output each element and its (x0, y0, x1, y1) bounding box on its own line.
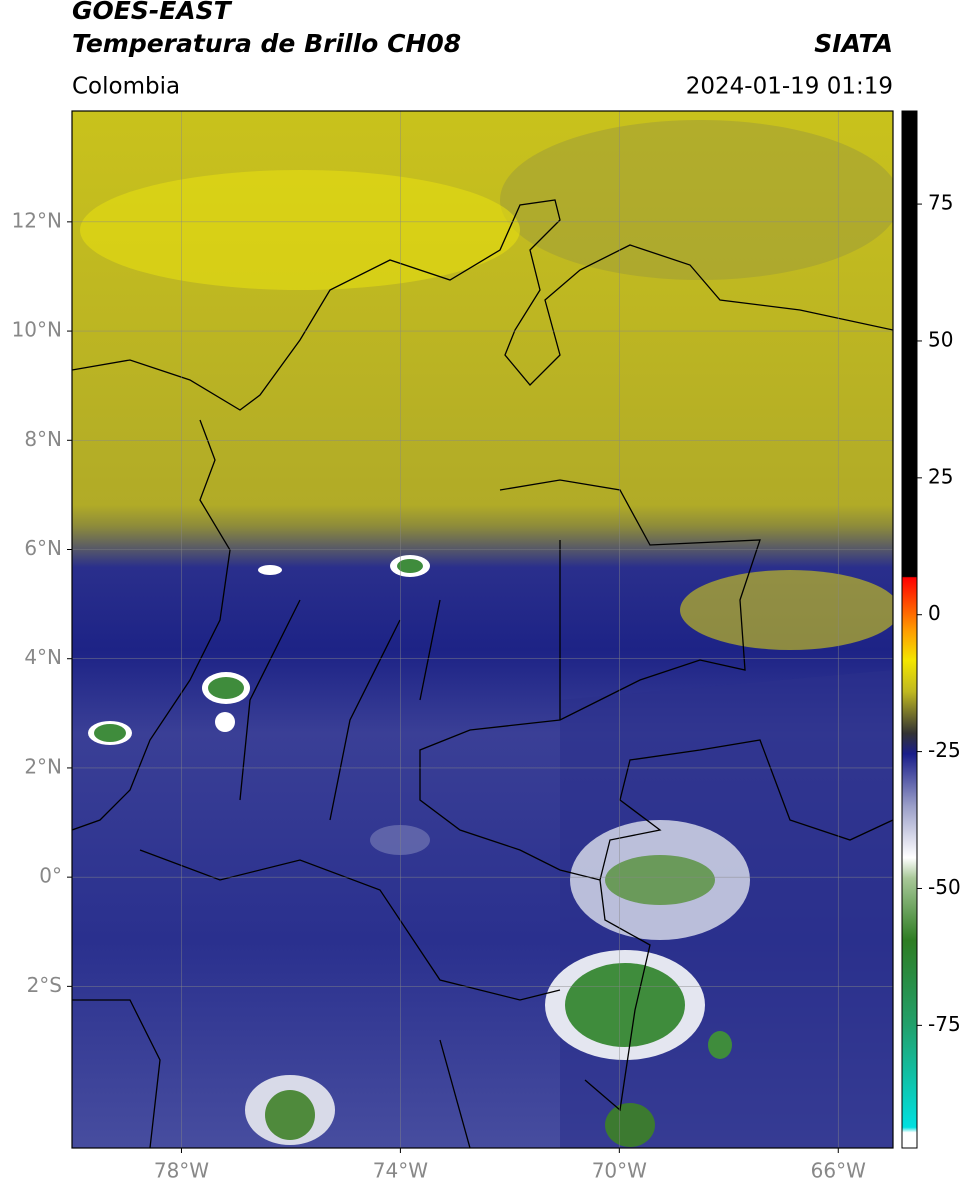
subtitle: Temperatura de Brillo CH08 (72, 29, 461, 58)
colorbar-tick-label: -75 (928, 1012, 961, 1036)
lat-tick-label: 6°N (24, 536, 62, 560)
title: GOES-EAST (72, 0, 233, 25)
lat-tick-label: 2°S (27, 973, 62, 997)
lat-tick-label: 4°N (24, 645, 62, 669)
lon-tick-label: 78°W (154, 1159, 209, 1183)
datetime: 2024-01-19 01:19 (686, 74, 893, 100)
region: Colombia (72, 74, 180, 100)
graticule (72, 111, 893, 1148)
map-frame (71, 110, 894, 1149)
lon-tick-label: 66°W (811, 1159, 866, 1183)
colorbar (901, 110, 918, 1149)
lat-tick-label: 10°N (12, 318, 62, 342)
colorbar-tick-label: -25 (928, 738, 961, 762)
colorbar-tick-label: 75 (928, 191, 953, 215)
lat-tick-label: 12°N (12, 208, 62, 232)
colorbar-tick-label: 0 (928, 601, 941, 625)
lat-tick-label: 8°N (24, 427, 62, 451)
lat-tick-label: 0° (39, 864, 62, 888)
source: SIATA (814, 29, 893, 58)
lat-tick-label: 2°N (24, 754, 62, 778)
colorbar-tick-label: 25 (928, 464, 953, 488)
colorbar-tick-label: -50 (928, 875, 961, 899)
lon-tick-label: 70°W (592, 1159, 647, 1183)
satellite-image (72, 111, 893, 1148)
lon-tick-label: 74°W (373, 1159, 428, 1183)
colorbar-tick-label: 50 (928, 327, 953, 351)
